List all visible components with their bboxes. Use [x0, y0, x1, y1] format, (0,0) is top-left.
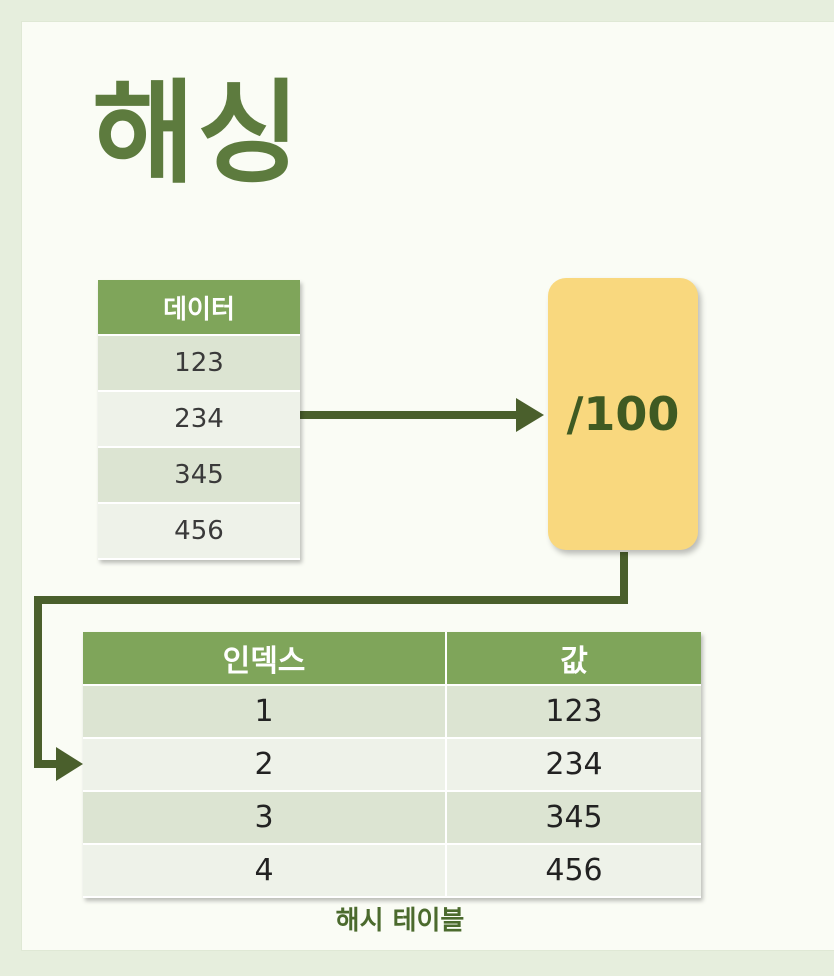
table-row: 1 123 — [83, 685, 701, 739]
table-row: 2 234 — [83, 738, 701, 792]
arrow-head-table — [56, 747, 83, 781]
hash-function-label: /100 — [566, 387, 680, 441]
value-cell: 123 — [445, 685, 701, 739]
value-cell: 345 — [445, 791, 701, 845]
data-cell: 456 — [98, 503, 300, 560]
arrow-head-right — [516, 398, 544, 432]
index-cell: 4 — [83, 844, 447, 898]
hash-table: 인덱스 값 1 123 2 234 3 345 4 456 — [83, 632, 701, 898]
data-cell: 345 — [98, 447, 300, 504]
table-row: 3 345 — [83, 791, 701, 845]
value-cell: 456 — [445, 844, 701, 898]
hash-table-header-value: 값 — [445, 632, 701, 686]
hash-table-caption: 해시 테이블 — [335, 906, 465, 936]
arrow-function-to-table — [34, 552, 628, 768]
data-cell: 234 — [98, 391, 300, 448]
data-table: 데이터 123 234 345 456 — [98, 280, 300, 560]
data-cell: 123 — [98, 335, 300, 392]
table-row: 4 456 — [83, 844, 701, 898]
page-title: 해싱 — [92, 69, 303, 199]
index-cell: 3 — [83, 791, 447, 845]
hash-function-box: /100 — [548, 278, 698, 550]
index-cell: 2 — [83, 738, 447, 792]
data-table-header: 데이터 — [98, 280, 300, 336]
value-cell: 234 — [445, 738, 701, 792]
hash-table-header-index: 인덱스 — [83, 632, 447, 686]
index-cell: 1 — [83, 685, 447, 739]
